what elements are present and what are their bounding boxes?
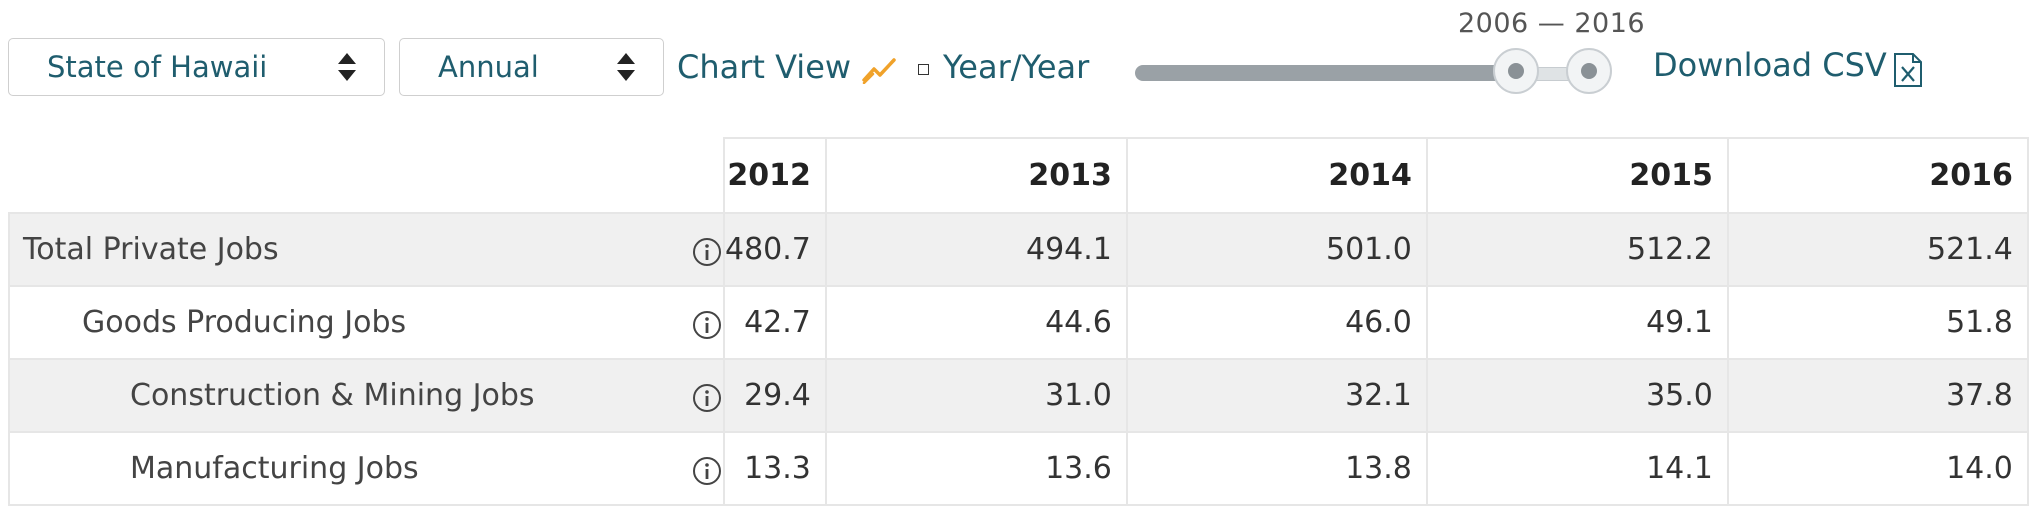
row-label-cell: Construction & Mining Jobs <box>9 359 724 432</box>
table-cell: 14.0 <box>1728 432 2028 505</box>
info-icon[interactable] <box>691 236 723 268</box>
yoy-checkbox[interactable] <box>918 64 929 75</box>
row-label-cell: Goods Producing Jobs <box>9 286 724 359</box>
row-label-cell: Manufacturing Jobs <box>9 432 724 505</box>
table-cell: 480.7 <box>724 213 826 286</box>
table-cell: 51.8 <box>1728 286 2028 359</box>
table-row: Manufacturing Jobs 13.3 13.6 13.8 14.1 1… <box>9 432 2028 505</box>
excel-file-icon[interactable] <box>1893 52 1923 88</box>
info-icon[interactable] <box>691 309 723 341</box>
row-label: Total Private Jobs <box>10 232 279 267</box>
table-cell: 37.8 <box>1728 359 2028 432</box>
info-icon[interactable] <box>691 382 723 414</box>
download-csv-link[interactable]: Download CSV <box>1653 46 1887 84</box>
frequency-select-value: Annual <box>400 50 539 84</box>
table-cell: 512.2 <box>1427 213 1728 286</box>
table-cell: 521.4 <box>1728 213 2028 286</box>
table-cell: 44.6 <box>826 286 1127 359</box>
column-header[interactable]: 2015 <box>1427 138 1728 213</box>
row-label-cell: Total Private Jobs <box>9 213 724 286</box>
row-label: Manufacturing Jobs <box>10 451 419 486</box>
line-chart-icon[interactable] <box>861 56 897 84</box>
year-range-label: 2006 — 2016 <box>1458 8 1645 39</box>
column-header[interactable]: 2013 <box>826 138 1127 213</box>
table-cell: 494.1 <box>826 213 1127 286</box>
region-select[interactable]: State of Hawaii <box>8 38 385 96</box>
table-cell: 46.0 <box>1127 286 1427 359</box>
table-cell: 13.6 <box>826 432 1127 505</box>
table-cell: 32.1 <box>1127 359 1427 432</box>
year-range-start-handle[interactable] <box>1493 48 1539 94</box>
year-range-end-handle[interactable] <box>1566 48 1612 94</box>
table-header-row: 2012 2013 2014 2015 2016 <box>9 138 2028 213</box>
row-label: Construction & Mining Jobs <box>10 378 535 413</box>
table-row: Goods Producing Jobs 42.7 44.6 46.0 49.1… <box>9 286 2028 359</box>
table-cell: 42.7 <box>724 286 826 359</box>
table-cell: 49.1 <box>1427 286 1728 359</box>
column-header[interactable]: 2012 <box>724 138 826 213</box>
table-cell: 13.3 <box>724 432 826 505</box>
table-cell: 13.8 <box>1127 432 1427 505</box>
sort-arrows-icon <box>617 53 635 83</box>
chart-view-link[interactable]: Chart View <box>677 48 851 86</box>
region-select-value: State of Hawaii <box>9 50 267 84</box>
table-cell: 14.1 <box>1427 432 1728 505</box>
jobs-table: 2012 2013 2014 2015 2016 Total Private J… <box>8 137 2029 506</box>
info-icon[interactable] <box>691 455 723 487</box>
column-header[interactable]: 2014 <box>1127 138 1427 213</box>
table-cell: 35.0 <box>1427 359 1728 432</box>
frequency-select[interactable]: Annual <box>399 38 664 96</box>
year-range-slider-track[interactable] <box>1135 65 1515 81</box>
table-cell: 29.4 <box>724 359 826 432</box>
table-row: Construction & Mining Jobs 29.4 31.0 32.… <box>9 359 2028 432</box>
table-cell: 501.0 <box>1127 213 1427 286</box>
table-cell: 31.0 <box>826 359 1127 432</box>
table-row: Total Private Jobs 480.7 494.1 501.0 512… <box>9 213 2028 286</box>
yoy-label[interactable]: Year/Year <box>943 48 1089 86</box>
table-header-blank <box>9 138 724 213</box>
row-label: Goods Producing Jobs <box>10 305 406 340</box>
column-header[interactable]: 2016 <box>1728 138 2028 213</box>
sort-arrows-icon <box>338 53 356 83</box>
